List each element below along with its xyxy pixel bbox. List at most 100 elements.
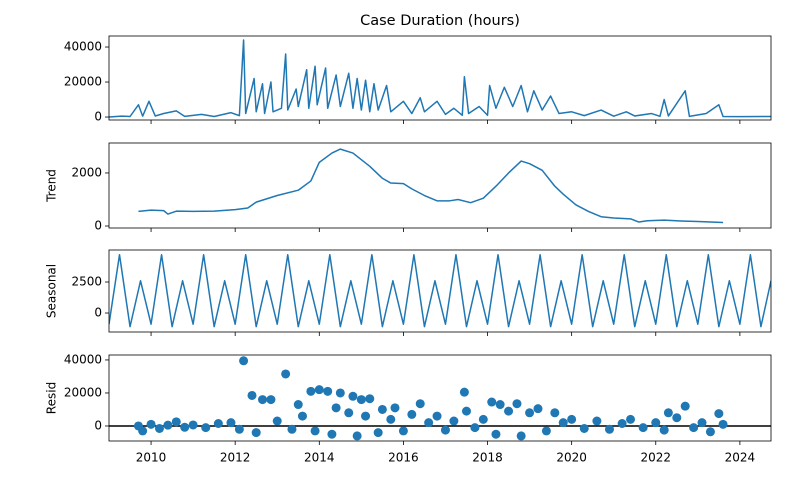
point bbox=[440, 425, 450, 435]
point bbox=[567, 414, 577, 424]
point bbox=[335, 388, 345, 398]
y-tick-label: 0 bbox=[94, 418, 102, 432]
y-tick-label: 20000 bbox=[64, 385, 102, 399]
point bbox=[718, 419, 728, 429]
plot-frame bbox=[108, 142, 772, 229]
point bbox=[344, 408, 354, 418]
point bbox=[287, 424, 297, 434]
point bbox=[512, 399, 522, 409]
x-tick-label: 2016 bbox=[388, 451, 419, 465]
point bbox=[651, 418, 661, 428]
plot-frame bbox=[108, 35, 772, 121]
plot-frame bbox=[108, 354, 772, 442]
point bbox=[592, 416, 602, 426]
point bbox=[487, 397, 497, 407]
point bbox=[533, 404, 543, 414]
point bbox=[251, 428, 261, 438]
point bbox=[449, 416, 459, 426]
y-tick-label: 2000 bbox=[71, 165, 102, 179]
point bbox=[390, 403, 400, 413]
point bbox=[314, 385, 324, 395]
point bbox=[638, 423, 648, 433]
point bbox=[432, 411, 442, 421]
point bbox=[154, 423, 164, 433]
y-axis-label: Seasonal bbox=[45, 264, 59, 318]
point bbox=[247, 390, 257, 400]
point bbox=[356, 395, 366, 405]
point bbox=[470, 423, 480, 433]
point bbox=[323, 386, 333, 396]
point bbox=[297, 411, 307, 421]
point bbox=[272, 416, 282, 426]
x-tick-label: 2010 bbox=[136, 451, 167, 465]
point bbox=[672, 413, 682, 423]
point bbox=[407, 409, 417, 419]
point bbox=[348, 391, 358, 401]
x-tick-label: 2020 bbox=[556, 451, 587, 465]
series-line bbox=[138, 148, 724, 224]
y-tick-label: 20000 bbox=[64, 75, 102, 89]
y-tick-label: 0 bbox=[94, 110, 102, 124]
point bbox=[680, 401, 690, 411]
y-tick-label: 0 bbox=[94, 306, 102, 320]
point bbox=[504, 406, 514, 416]
y-tick-label: 40000 bbox=[64, 352, 102, 366]
point bbox=[626, 414, 636, 424]
point bbox=[558, 418, 568, 428]
point bbox=[352, 431, 362, 441]
point bbox=[415, 399, 425, 409]
point bbox=[331, 403, 341, 413]
point bbox=[459, 387, 469, 397]
point bbox=[689, 423, 699, 433]
y-tick-label: 40000 bbox=[64, 40, 102, 54]
point bbox=[293, 400, 303, 410]
point bbox=[188, 420, 198, 430]
point bbox=[180, 422, 190, 432]
point bbox=[306, 386, 316, 396]
x-tick-label: 2018 bbox=[472, 451, 503, 465]
point bbox=[604, 424, 614, 434]
plot-frame bbox=[108, 249, 772, 333]
point bbox=[659, 425, 669, 435]
point bbox=[281, 369, 291, 379]
point bbox=[525, 408, 535, 418]
point bbox=[617, 419, 627, 429]
point bbox=[327, 429, 337, 439]
point bbox=[365, 394, 375, 404]
point bbox=[226, 418, 236, 428]
point bbox=[213, 419, 223, 429]
point bbox=[424, 418, 434, 428]
y-tick-label: 0 bbox=[94, 219, 102, 233]
point bbox=[663, 408, 673, 418]
point bbox=[266, 395, 276, 405]
point bbox=[310, 426, 320, 436]
point bbox=[377, 404, 387, 414]
point bbox=[361, 411, 371, 421]
point bbox=[541, 426, 551, 436]
point bbox=[550, 408, 560, 418]
point bbox=[491, 429, 501, 439]
point bbox=[398, 426, 408, 436]
point bbox=[239, 356, 249, 366]
x-tick-label: 2014 bbox=[304, 451, 335, 465]
series-line bbox=[109, 39, 771, 118]
point bbox=[579, 423, 589, 433]
point bbox=[516, 431, 526, 441]
point bbox=[495, 400, 505, 410]
point bbox=[163, 420, 173, 430]
chart-title: Case Duration (hours) bbox=[360, 13, 520, 29]
point bbox=[697, 418, 707, 428]
point bbox=[138, 426, 148, 436]
point bbox=[461, 406, 471, 416]
point bbox=[478, 414, 488, 424]
point bbox=[714, 409, 724, 419]
y-axis-label: Trend bbox=[45, 169, 59, 203]
x-tick-label: 2022 bbox=[640, 451, 671, 465]
point bbox=[705, 427, 715, 437]
y-axis-label: Resid bbox=[45, 382, 59, 414]
point bbox=[373, 428, 383, 438]
y-tick-label: 2500 bbox=[71, 275, 102, 289]
point bbox=[171, 417, 181, 427]
x-tick-label: 2012 bbox=[220, 451, 251, 465]
